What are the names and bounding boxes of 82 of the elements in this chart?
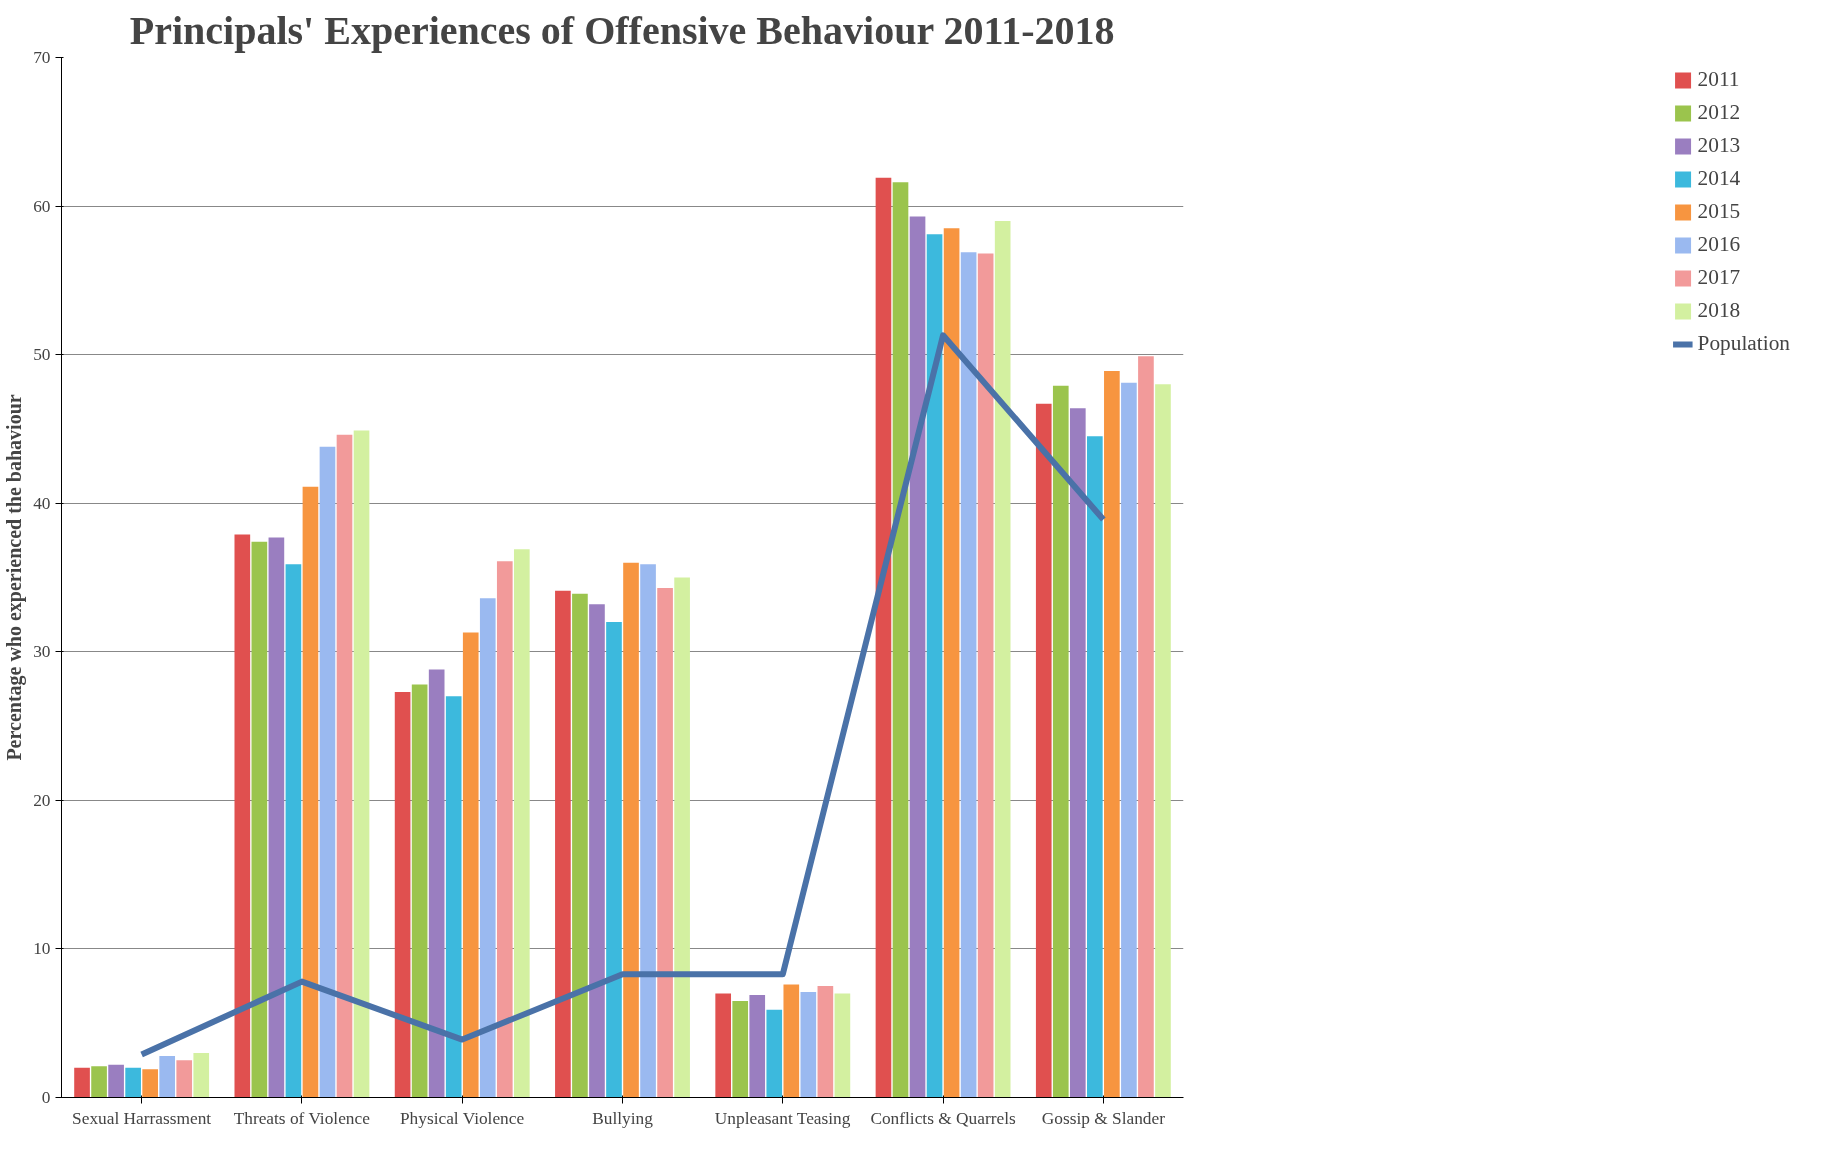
- y-tick-label: 10: [33, 939, 51, 959]
- bar: [766, 1009, 783, 1098]
- bar: [336, 434, 353, 1098]
- y-tick-label: 60: [33, 196, 51, 216]
- legend-label: 2013: [1697, 133, 1741, 158]
- legend-label: 2012: [1697, 100, 1741, 125]
- bar: [623, 562, 639, 1098]
- bar: [657, 587, 673, 1098]
- bar: [176, 1060, 193, 1098]
- bar: [875, 177, 892, 1098]
- y-axis-title: Percentage who experienced the bahaviour: [3, 394, 27, 761]
- legend-label: 2018: [1697, 298, 1741, 323]
- bar: [142, 1069, 158, 1098]
- bar: [496, 561, 513, 1098]
- legend-label: Population: [1697, 331, 1790, 356]
- bar: [125, 1067, 141, 1098]
- bar: [674, 577, 690, 1098]
- bar: [193, 1052, 210, 1098]
- bar: [353, 430, 370, 1098]
- bar: [268, 537, 285, 1098]
- bar: [479, 598, 496, 1098]
- bar: [234, 534, 251, 1098]
- y-tick-label: 30: [33, 642, 51, 662]
- bar: [394, 691, 411, 1098]
- bar: [1155, 384, 1171, 1098]
- bar: [1138, 356, 1154, 1098]
- bar: [606, 622, 622, 1098]
- legend-label: 2015: [1697, 199, 1741, 224]
- y-tick-label: 0: [41, 1088, 51, 1107]
- bar: [91, 1066, 107, 1098]
- bar: [800, 992, 817, 1098]
- bar: [943, 228, 960, 1098]
- x-tick-label: Bullying: [592, 1108, 654, 1128]
- bar: [1069, 408, 1086, 1098]
- x-tick-label: Gossip & Slander: [1041, 1108, 1166, 1128]
- legend-label: 2016: [1697, 232, 1741, 257]
- bar: [892, 182, 909, 1098]
- bar: [1087, 436, 1103, 1098]
- bar: [589, 604, 605, 1098]
- y-tick-label: 70: [33, 48, 51, 67]
- y-tick-label: 40: [33, 493, 51, 513]
- bar: [572, 593, 588, 1098]
- bar: [108, 1064, 124, 1098]
- bar: [302, 486, 319, 1098]
- x-tick-label: Unpleasant Teasing: [714, 1108, 851, 1128]
- bar: [640, 564, 656, 1098]
- bar: [1052, 385, 1069, 1098]
- bar: [1035, 403, 1052, 1098]
- bar: [834, 993, 851, 1098]
- bar: [555, 590, 571, 1098]
- bar: [1121, 382, 1137, 1098]
- bar: [749, 994, 766, 1098]
- y-tick-label: 20: [33, 790, 51, 810]
- bar: [715, 993, 732, 1098]
- x-tick-label: Threats of Violence: [233, 1108, 371, 1128]
- bar: [909, 216, 926, 1098]
- legend-label: 2014: [1697, 166, 1741, 191]
- bar: [462, 632, 479, 1098]
- bar: [411, 684, 428, 1098]
- bar: [74, 1067, 90, 1098]
- bar: [817, 986, 834, 1098]
- bar: [960, 252, 977, 1098]
- legend-label: 2011: [1697, 67, 1740, 92]
- bar: [994, 220, 1011, 1098]
- bar: [513, 549, 530, 1098]
- bar: [428, 669, 445, 1098]
- bar: [159, 1055, 176, 1098]
- chart-title: Principals' Experiences of Offensive Behaviour 2011-2018: [129, 7, 1115, 53]
- bar: [977, 253, 994, 1098]
- legend-label: 2017: [1697, 265, 1741, 290]
- x-tick-label: Physical Violence: [399, 1108, 525, 1128]
- x-tick-label: Conflicts & Quarrels: [870, 1108, 1016, 1128]
- bar: [926, 234, 943, 1098]
- x-tick-label: Sexual Harrassment: [72, 1108, 212, 1128]
- bar: [732, 1000, 749, 1098]
- y-tick-label: 50: [33, 345, 51, 365]
- bar: [445, 696, 462, 1098]
- bar: [319, 446, 336, 1098]
- bar: [783, 984, 800, 1098]
- bar: [285, 564, 302, 1098]
- bar: [251, 541, 268, 1098]
- bar: [1104, 370, 1120, 1098]
